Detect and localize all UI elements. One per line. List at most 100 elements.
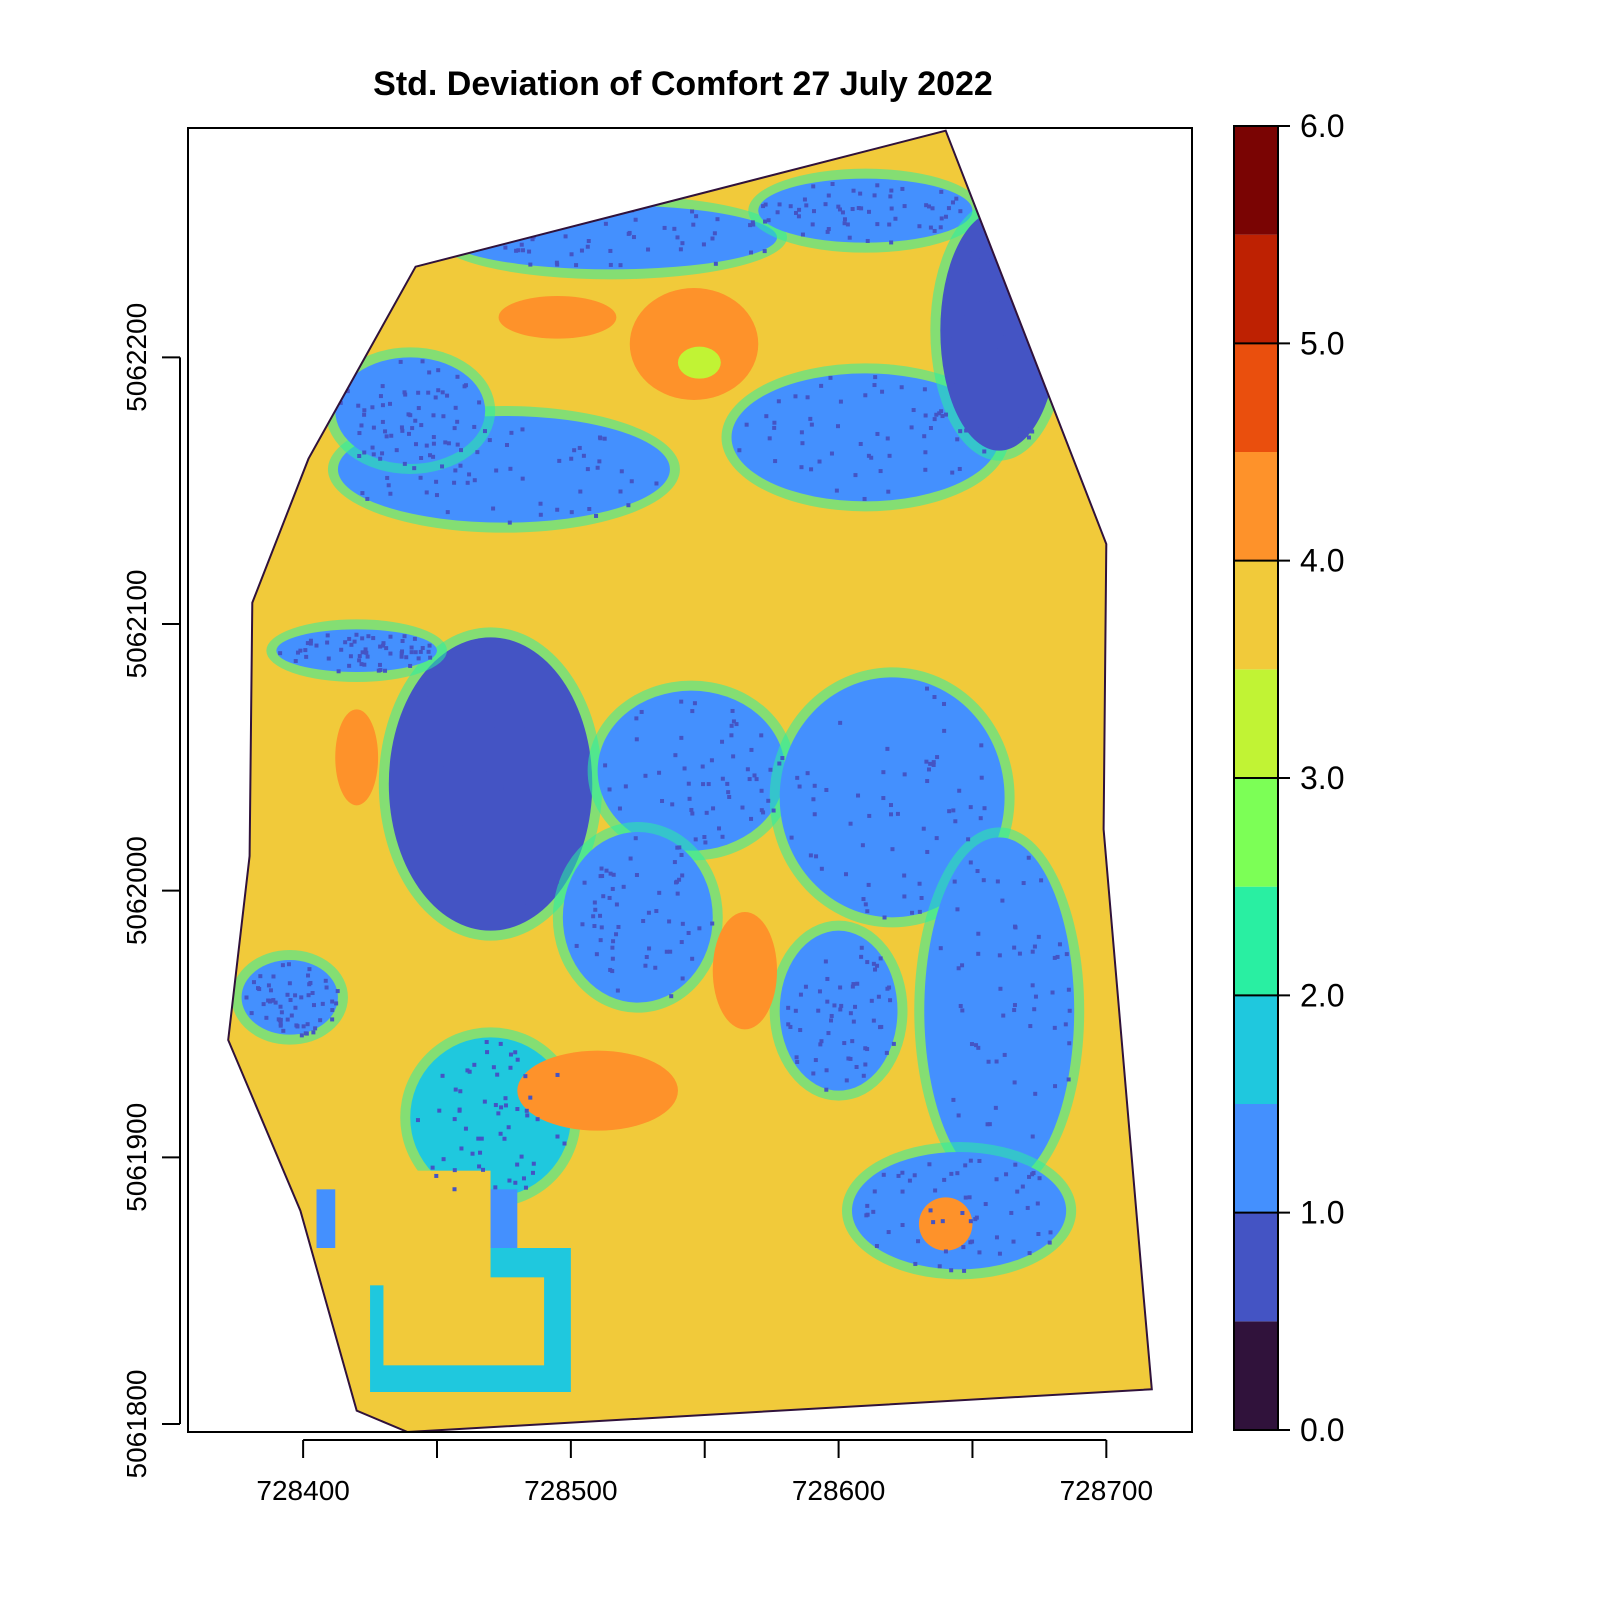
map-speckle: [865, 238, 870, 243]
map-speckle: [330, 1008, 335, 1013]
raster-map: [227, 129, 1153, 1434]
map-speckle: [446, 790, 451, 795]
map-speckle: [813, 1058, 818, 1063]
map-speckle: [982, 806, 987, 811]
map-speckle: [509, 430, 514, 435]
map-speckle: [244, 995, 249, 1000]
map-speckle: [616, 924, 621, 929]
map-speckle: [440, 1073, 445, 1078]
map-speckle: [808, 853, 813, 858]
map-speckle: [848, 821, 853, 826]
map-speckle: [428, 655, 433, 660]
map-speckle: [1001, 1013, 1006, 1018]
map-speckle: [380, 451, 385, 456]
map-speckle: [599, 925, 604, 930]
map-speckle: [555, 1072, 560, 1077]
map-speckle: [567, 780, 572, 785]
map-speckle: [772, 425, 777, 430]
map-speckle: [258, 974, 263, 979]
map-speckle: [919, 896, 924, 901]
map-speckle: [552, 222, 557, 227]
map-speckle: [324, 985, 329, 990]
map-speckle: [362, 662, 367, 667]
map-speckle: [976, 931, 981, 936]
map-speckle: [1040, 387, 1045, 392]
map-speckle: [710, 921, 715, 926]
map-speckle: [793, 1008, 798, 1013]
map-speckle: [508, 1052, 513, 1057]
map-speckle: [802, 197, 807, 202]
map-speckle: [1055, 954, 1060, 959]
map-speckle: [502, 1136, 507, 1141]
map-speckle: [956, 966, 961, 971]
map-speckle: [423, 696, 428, 701]
map-speckle: [1018, 427, 1023, 432]
map-speckle: [491, 1065, 496, 1070]
map-speckle: [310, 991, 315, 996]
map-speckle: [750, 220, 755, 225]
map-speckle: [285, 1017, 290, 1022]
map-speckle: [889, 206, 894, 211]
map-speckle: [968, 404, 973, 409]
map-speckle: [907, 1178, 912, 1183]
map-speckle: [917, 881, 922, 886]
map-speckle: [889, 240, 894, 245]
map-speckle: [380, 419, 385, 424]
map-speckle: [434, 479, 439, 484]
map-speckle: [956, 1113, 961, 1118]
map-speckle: [872, 1189, 877, 1194]
map-speckle: [830, 182, 835, 187]
map-speckle: [740, 805, 745, 810]
map-speckle: [615, 988, 620, 993]
map-speckle: [763, 202, 768, 207]
map-speckle: [496, 1111, 501, 1116]
map-speckle: [646, 247, 651, 252]
map-speckle: [796, 214, 801, 219]
map-speckle: [858, 191, 863, 196]
map-speckle: [939, 216, 944, 221]
map-speckle: [969, 1042, 974, 1047]
map-speckle: [418, 649, 423, 654]
map-speckle: [840, 210, 845, 215]
map-speckle: [829, 1013, 834, 1018]
map-speckle: [465, 1068, 470, 1073]
map-speckle: [881, 796, 886, 801]
map-speckle: [349, 642, 354, 647]
legend-swatch: [1234, 1104, 1278, 1213]
map-speckle: [893, 216, 898, 221]
map-speckle: [498, 886, 503, 891]
map-region: [445, 205, 778, 270]
map-speckle: [853, 473, 858, 478]
map-speckle: [890, 847, 895, 852]
map-speckle: [694, 214, 699, 219]
map-region: [731, 373, 1000, 502]
map-speckle: [964, 282, 969, 287]
map-speckle: [734, 722, 739, 727]
map-speckle: [867, 813, 872, 818]
map-speckle: [378, 644, 383, 649]
map-speckle: [949, 1268, 954, 1273]
map-speckle: [761, 810, 766, 815]
map-speckle: [856, 206, 861, 211]
map-region: [597, 690, 786, 851]
map-speckle: [513, 1050, 518, 1055]
map-speckle: [777, 202, 782, 207]
map-speckle: [326, 656, 331, 661]
map-speckle: [357, 431, 362, 436]
map-speckle: [994, 1059, 999, 1064]
map-speckle: [323, 978, 328, 983]
map-speckle: [662, 225, 667, 230]
map-speckle: [744, 422, 749, 427]
map-speckle: [859, 206, 864, 211]
map-speckle: [752, 773, 757, 778]
map-speckle: [436, 368, 441, 373]
map-speckle: [608, 262, 613, 267]
map-speckle: [775, 210, 780, 215]
map-speckle: [493, 1185, 498, 1190]
map-speckle: [993, 1105, 998, 1110]
map-speckle: [520, 427, 525, 432]
map-speckle: [388, 651, 393, 656]
map-speckle: [966, 837, 971, 842]
map-speckle: [506, 1125, 511, 1130]
map-speckle: [555, 262, 560, 267]
